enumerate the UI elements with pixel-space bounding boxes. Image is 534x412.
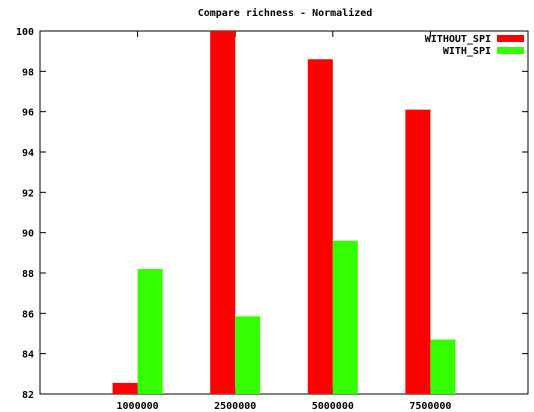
bar-without-spi xyxy=(405,109,431,395)
bars-group xyxy=(112,31,456,395)
y-tick-label: 94 xyxy=(22,148,34,159)
legend-swatch xyxy=(497,35,524,42)
legend-label: WITHOUT_SPI xyxy=(425,34,491,45)
bar-with-spi xyxy=(235,316,261,394)
y-tick-label: 98 xyxy=(22,67,34,78)
y-axis: 82 84 86 88 90 92 94 96 98 100 xyxy=(16,27,528,401)
y-tick-label: 100 xyxy=(16,27,34,38)
y-tick-label: 96 xyxy=(22,108,34,119)
bar-with-spi xyxy=(332,240,358,394)
chart-title: Compare richness - Normalized xyxy=(198,7,373,19)
y-tick-label: 84 xyxy=(22,350,34,361)
plot-frame xyxy=(39,30,529,395)
y-tick-label: 82 xyxy=(22,390,34,401)
legend-swatch xyxy=(497,47,524,54)
bar-without-spi xyxy=(112,382,138,394)
x-tick-label: 1000000 xyxy=(117,401,159,412)
y-tick-label: 90 xyxy=(22,229,34,240)
x-tick-label: 5000000 xyxy=(312,401,354,412)
y-tick-label: 92 xyxy=(22,188,34,199)
legend-label: WITH_SPI xyxy=(443,46,491,57)
x-tick-label: 7500000 xyxy=(409,401,451,412)
y-tick-label: 86 xyxy=(22,309,34,320)
bar-with-spi xyxy=(430,339,456,394)
x-axis: 1000000 2500000 5000000 7500000 xyxy=(117,31,451,412)
bar-without-spi xyxy=(307,59,333,394)
bar-with-spi xyxy=(137,268,163,394)
bar-without-spi xyxy=(210,31,236,394)
y-tick-label: 88 xyxy=(22,269,34,280)
x-tick-label: 2500000 xyxy=(214,401,256,412)
